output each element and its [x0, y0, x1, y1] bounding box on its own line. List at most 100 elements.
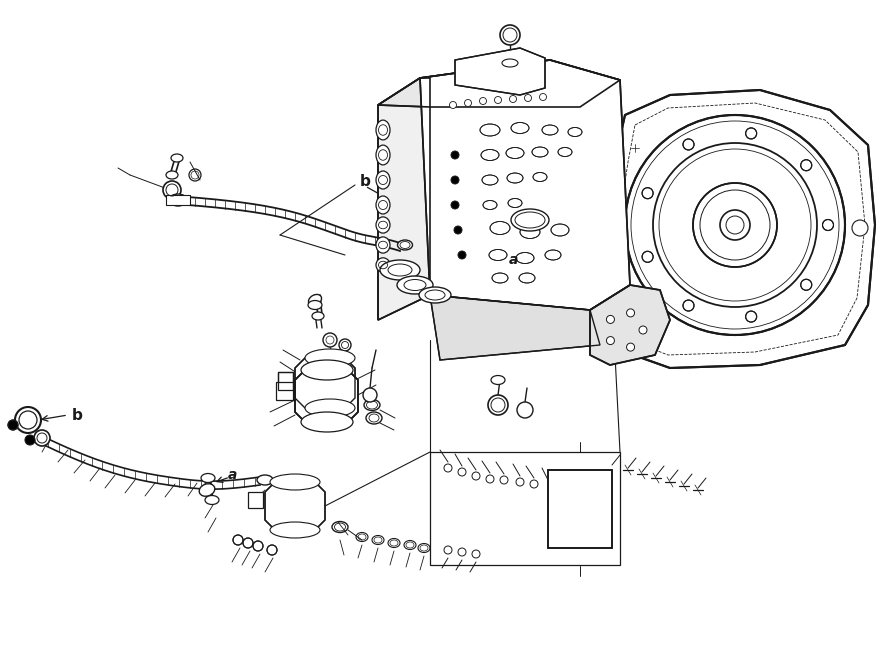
- Circle shape: [510, 95, 517, 102]
- Ellipse shape: [492, 273, 508, 283]
- Ellipse shape: [520, 225, 540, 238]
- Ellipse shape: [507, 173, 523, 183]
- Circle shape: [458, 251, 466, 259]
- Circle shape: [465, 99, 472, 106]
- Ellipse shape: [490, 221, 510, 235]
- Ellipse shape: [568, 127, 582, 137]
- Circle shape: [643, 188, 653, 198]
- Ellipse shape: [376, 258, 390, 272]
- Ellipse shape: [205, 495, 219, 505]
- Ellipse shape: [397, 240, 412, 250]
- Ellipse shape: [511, 122, 529, 133]
- Polygon shape: [608, 90, 875, 368]
- Ellipse shape: [480, 124, 500, 136]
- Circle shape: [233, 535, 243, 545]
- Ellipse shape: [532, 147, 548, 157]
- Ellipse shape: [502, 59, 518, 67]
- Ellipse shape: [201, 474, 215, 482]
- Polygon shape: [278, 372, 293, 390]
- Ellipse shape: [380, 260, 420, 280]
- Ellipse shape: [376, 120, 390, 140]
- Ellipse shape: [482, 175, 498, 185]
- Circle shape: [450, 101, 457, 108]
- Circle shape: [267, 545, 277, 555]
- Ellipse shape: [169, 194, 187, 206]
- Polygon shape: [265, 482, 325, 530]
- Ellipse shape: [270, 522, 320, 538]
- Circle shape: [363, 388, 377, 402]
- Ellipse shape: [419, 287, 451, 303]
- Polygon shape: [430, 295, 600, 360]
- Ellipse shape: [533, 173, 547, 181]
- Circle shape: [625, 115, 845, 335]
- Circle shape: [746, 128, 757, 139]
- Ellipse shape: [376, 217, 390, 233]
- Ellipse shape: [171, 154, 183, 162]
- Ellipse shape: [483, 200, 497, 210]
- Circle shape: [801, 160, 812, 171]
- Ellipse shape: [301, 412, 353, 432]
- Circle shape: [746, 311, 757, 322]
- Polygon shape: [378, 78, 430, 320]
- Circle shape: [683, 300, 694, 311]
- Ellipse shape: [301, 360, 353, 380]
- Circle shape: [243, 538, 253, 548]
- Ellipse shape: [542, 125, 558, 135]
- Circle shape: [643, 252, 653, 262]
- Text: a: a: [228, 468, 237, 482]
- Circle shape: [517, 402, 533, 418]
- Ellipse shape: [312, 312, 324, 320]
- Ellipse shape: [545, 250, 561, 260]
- Ellipse shape: [257, 475, 273, 485]
- Circle shape: [606, 336, 614, 344]
- Ellipse shape: [308, 300, 322, 309]
- Polygon shape: [295, 358, 355, 408]
- Polygon shape: [295, 370, 358, 422]
- Circle shape: [253, 541, 263, 551]
- Ellipse shape: [376, 196, 390, 214]
- Ellipse shape: [511, 209, 549, 231]
- Ellipse shape: [309, 294, 321, 306]
- Circle shape: [627, 343, 635, 351]
- Circle shape: [451, 201, 459, 209]
- Circle shape: [822, 219, 834, 231]
- Polygon shape: [166, 195, 190, 205]
- Circle shape: [451, 176, 459, 184]
- Circle shape: [480, 97, 487, 104]
- Polygon shape: [378, 60, 620, 107]
- Ellipse shape: [376, 171, 390, 189]
- Polygon shape: [548, 470, 612, 548]
- Circle shape: [8, 420, 18, 430]
- Ellipse shape: [516, 252, 534, 263]
- Polygon shape: [590, 285, 670, 365]
- Ellipse shape: [519, 273, 535, 283]
- Ellipse shape: [305, 349, 355, 367]
- Circle shape: [639, 326, 647, 334]
- Polygon shape: [455, 48, 545, 95]
- Circle shape: [606, 315, 614, 323]
- Text: b: b: [359, 175, 371, 189]
- Text: b: b: [72, 407, 83, 422]
- Ellipse shape: [551, 224, 569, 236]
- Circle shape: [627, 309, 635, 317]
- Ellipse shape: [506, 148, 524, 158]
- Ellipse shape: [489, 250, 507, 260]
- Circle shape: [495, 97, 502, 104]
- Circle shape: [801, 279, 812, 290]
- Circle shape: [454, 226, 462, 234]
- Ellipse shape: [558, 148, 572, 156]
- Circle shape: [163, 181, 181, 199]
- Circle shape: [34, 430, 50, 446]
- Circle shape: [852, 220, 868, 236]
- Ellipse shape: [305, 399, 355, 417]
- Circle shape: [525, 95, 532, 101]
- Circle shape: [15, 407, 41, 433]
- Circle shape: [451, 151, 459, 159]
- Circle shape: [683, 139, 694, 150]
- Circle shape: [25, 435, 35, 445]
- Polygon shape: [420, 60, 630, 310]
- Circle shape: [540, 93, 547, 101]
- Circle shape: [693, 183, 777, 267]
- Ellipse shape: [376, 237, 390, 253]
- Ellipse shape: [270, 474, 320, 490]
